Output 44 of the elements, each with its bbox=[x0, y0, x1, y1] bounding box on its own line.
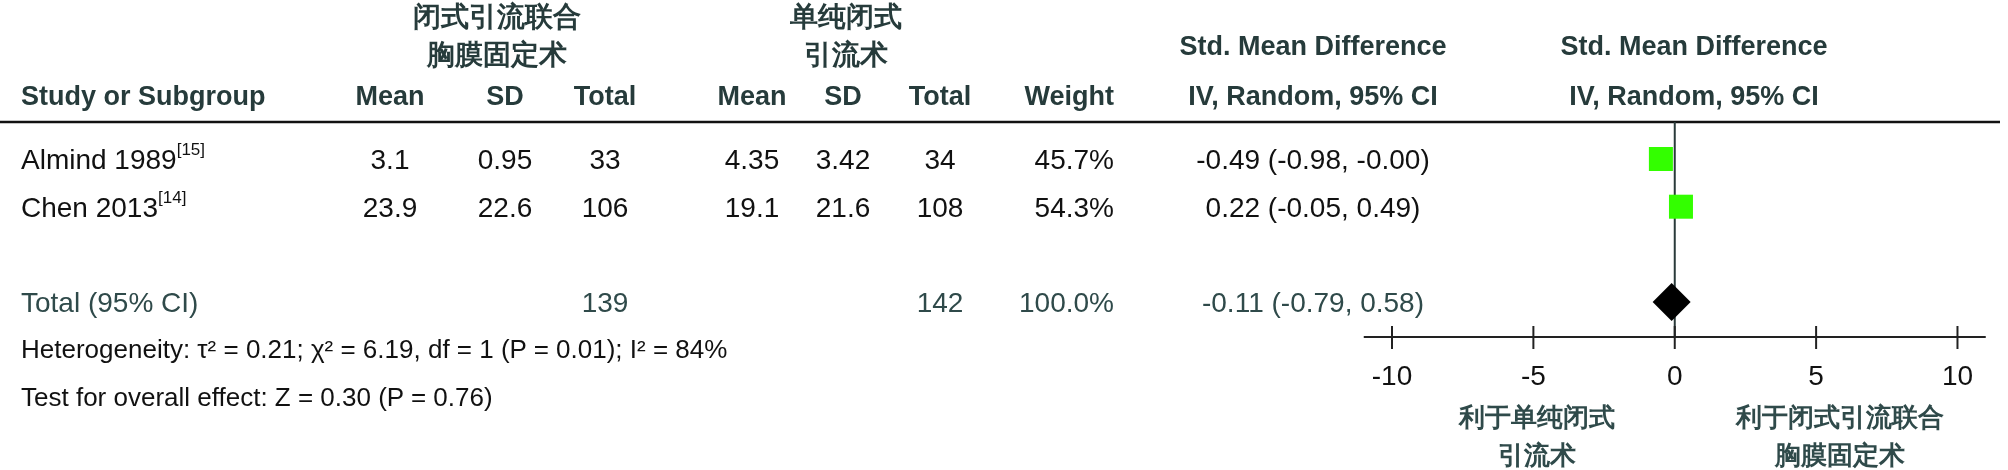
table-cell: -0.11 (-0.79, 0.58) bbox=[1202, 286, 1424, 318]
x-tick-label: 10 bbox=[1941, 359, 1974, 391]
table-cell: 139 bbox=[581, 286, 629, 318]
annotation: Study or Subgroup bbox=[21, 81, 266, 111]
table-cell: 54.3% bbox=[1034, 191, 1114, 223]
table-cell: -0.49 (-0.98, -0.00) bbox=[1196, 143, 1430, 175]
annotation: 利于闭式引流联合胸膜固定术 bbox=[1736, 402, 1944, 470]
table-cell: 33 bbox=[589, 143, 621, 175]
column-header: Mean bbox=[355, 81, 425, 111]
annotation: 单纯闭式引流术 bbox=[790, 0, 902, 70]
table-cell: 23.9 bbox=[362, 191, 418, 223]
column-header: SD bbox=[486, 81, 524, 111]
table-cell: 100.0% bbox=[1019, 286, 1114, 318]
table-cell: 142 bbox=[916, 286, 964, 318]
annotation: 利于单纯闭式引流术 bbox=[1459, 402, 1615, 470]
table-cell: 3.1 bbox=[370, 143, 410, 175]
column-header: Total bbox=[908, 81, 972, 111]
column-header: Std. Mean Difference IV, Random, 95% CI bbox=[1179, 31, 1447, 111]
annotation: Heterogeneity: τ² = 0.21; χ² = 6.19, df = 1 (P = 0.01); I² = 84% bbox=[21, 334, 728, 364]
table-cell: 22.6 bbox=[477, 191, 533, 223]
table-cell: 108 bbox=[916, 191, 964, 223]
column-header: Total bbox=[573, 81, 637, 111]
annotation: 闭式引流联合胸膜固定术 bbox=[413, 0, 581, 70]
row-label: Almind 1989$^{[15]}$ bbox=[21, 140, 205, 175]
x-tick-label: 0 bbox=[1666, 359, 1683, 391]
table-cell: 19.1 bbox=[724, 191, 780, 223]
x-tick-label: -5 bbox=[1520, 359, 1546, 391]
column-header: Mean bbox=[717, 81, 787, 111]
table-cell: 0.95 bbox=[477, 143, 533, 175]
row-label: Chen 2013$^{[14]}$ bbox=[21, 187, 187, 223]
column-header: SD bbox=[824, 81, 862, 111]
annotation: Test for overall effect: Z = 0.30 (P = 0.76) bbox=[21, 382, 493, 412]
table-cell: 4.35 bbox=[724, 143, 780, 175]
table-cell: 0.22 (-0.05, 0.49) bbox=[1205, 191, 1421, 223]
table-cell: 3.42 bbox=[815, 143, 871, 175]
table-cell: 34 bbox=[924, 143, 956, 175]
table-cell: 21.6 bbox=[815, 191, 871, 223]
x-tick-label: -10 bbox=[1371, 359, 1413, 391]
title: Std. Mean Difference IV, Random, 95% CI bbox=[1560, 31, 1828, 111]
column-header: Weight bbox=[1024, 81, 1114, 111]
row-label: Total (95% CI) bbox=[21, 286, 199, 318]
x-tick-label: 5 bbox=[1808, 359, 1824, 391]
table-cell: 45.7% bbox=[1034, 143, 1114, 175]
table-cell: 106 bbox=[581, 191, 629, 223]
